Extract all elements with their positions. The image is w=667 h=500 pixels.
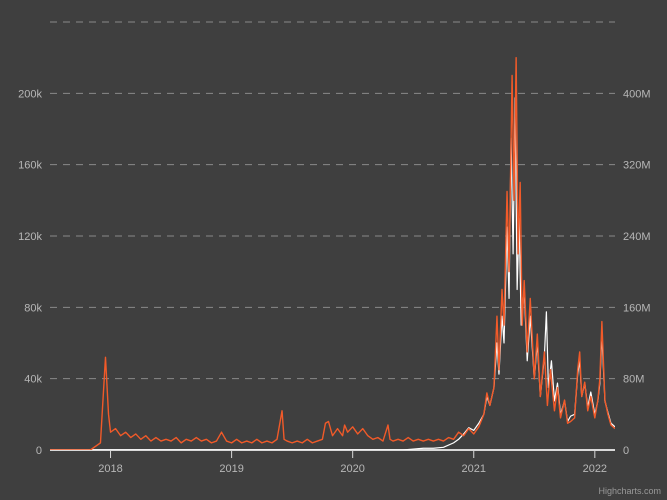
x-tick-label: 2021: [462, 463, 486, 475]
chart-svg: 0 40k 80k 120k 160k 200k 0 80M 160M 240M 320M 400M 2…: [0, 0, 667, 500]
x-tick-label: 2020: [340, 463, 364, 475]
y-left-tick-label: 200k: [18, 88, 42, 100]
y-right-tick-label: 240M: [623, 231, 651, 243]
x-tick-label: 2019: [219, 463, 243, 475]
y-right-tick-label: 400M: [623, 88, 651, 100]
y-left-tick-label: 40k: [24, 374, 42, 386]
y-left-tick-label: 160k: [18, 160, 42, 172]
y-right-tick-label: 320M: [623, 160, 651, 172]
x-tick-label: 2022: [583, 463, 607, 475]
credits-link[interactable]: Highcharts.com: [598, 486, 661, 496]
y-right-tick-label: 80M: [623, 374, 644, 386]
x-tick-label: 2018: [98, 463, 122, 475]
y-left-tick-label: 120k: [18, 231, 42, 243]
y-right-tick-label: 0: [623, 445, 629, 457]
y-left-tick-label: 0: [36, 445, 42, 457]
y-right-tick-label: 160M: [623, 302, 651, 314]
y-left-tick-label: 80k: [24, 302, 42, 314]
chart-container: 0 40k 80k 120k 160k 200k 0 80M 160M 240M 320M 400M 2…: [0, 0, 667, 500]
